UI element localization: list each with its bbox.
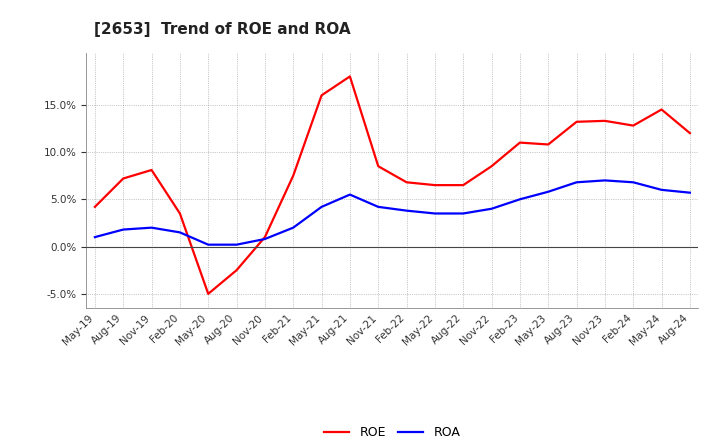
ROA <box>402 208 411 213</box>
ROA <box>487 206 496 211</box>
ROA <box>572 180 581 185</box>
Line: ROA: ROA <box>95 180 690 245</box>
ROE <box>346 74 354 79</box>
Text: [2653]  Trend of ROE and ROA: [2653] Trend of ROE and ROA <box>94 22 350 37</box>
ROA <box>544 189 552 194</box>
ROE <box>289 173 297 178</box>
ROA <box>600 178 609 183</box>
ROE <box>516 140 524 145</box>
ROA <box>431 211 439 216</box>
ROA <box>261 236 269 242</box>
ROE <box>204 291 212 297</box>
ROA <box>119 227 127 232</box>
ROA <box>176 230 184 235</box>
ROE <box>261 235 269 240</box>
ROA <box>318 204 326 209</box>
Line: ROE: ROE <box>95 77 690 294</box>
ROA <box>204 242 212 247</box>
ROA <box>233 242 241 247</box>
ROA <box>91 235 99 240</box>
ROE <box>91 204 99 209</box>
ROA <box>516 197 524 202</box>
ROE <box>572 119 581 125</box>
ROE <box>318 93 326 98</box>
ROE <box>459 183 467 188</box>
ROE <box>657 107 666 112</box>
ROA <box>289 225 297 230</box>
ROE <box>119 176 127 181</box>
ROA <box>346 192 354 197</box>
ROE <box>374 164 382 169</box>
ROE <box>431 183 439 188</box>
ROA <box>629 180 637 185</box>
ROE <box>176 211 184 216</box>
ROA <box>374 204 382 209</box>
ROA <box>459 211 467 216</box>
ROE <box>402 180 411 185</box>
Legend: ROE, ROA: ROE, ROA <box>320 422 465 440</box>
ROE <box>487 164 496 169</box>
ROE <box>233 268 241 273</box>
ROE <box>629 123 637 128</box>
ROE <box>685 131 694 136</box>
ROA <box>685 190 694 195</box>
ROE <box>600 118 609 124</box>
ROE <box>544 142 552 147</box>
ROA <box>657 187 666 192</box>
ROE <box>148 167 156 172</box>
ROA <box>148 225 156 230</box>
